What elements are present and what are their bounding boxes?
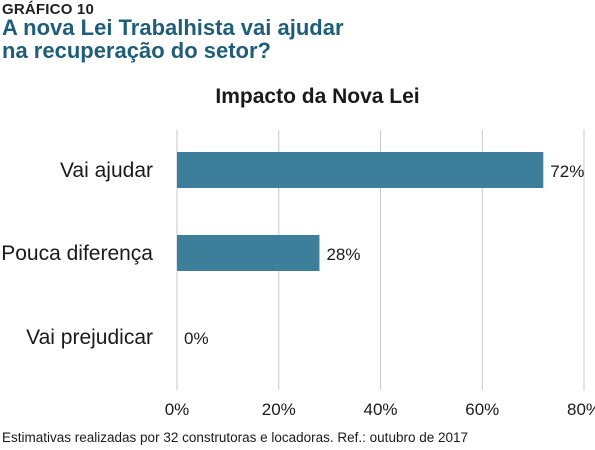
category-label: Vai prejudicar (26, 326, 153, 349)
x-tick-label: 60% (465, 400, 499, 419)
category-label: Pouca diferença (1, 242, 153, 265)
chart-headline: A nova Lei Trabalhista vai ajudar na rec… (2, 16, 592, 62)
data-label: 0% (184, 329, 209, 348)
x-tick-label: 0% (165, 400, 190, 419)
chart-kicker: GRÁFICO 10 (2, 1, 95, 18)
headline-line-2: na recuperação do setor? (2, 38, 271, 63)
headline-line-1: A nova Lei Trabalhista vai ajudar (2, 15, 344, 40)
data-label: 72% (550, 162, 584, 181)
chart-title: Impacto da Nova Lei (215, 85, 420, 108)
chart-footnote: Estimativas realizadas por 32 construtor… (2, 430, 469, 445)
category-label: Vai ajudar (60, 159, 153, 182)
x-tick-label: 80% (567, 400, 595, 419)
bar-1 (177, 235, 320, 271)
bar-0 (177, 152, 544, 188)
x-tick-label: 40% (363, 400, 397, 419)
data-label: 28% (326, 245, 360, 264)
x-tick-label: 20% (262, 400, 296, 419)
